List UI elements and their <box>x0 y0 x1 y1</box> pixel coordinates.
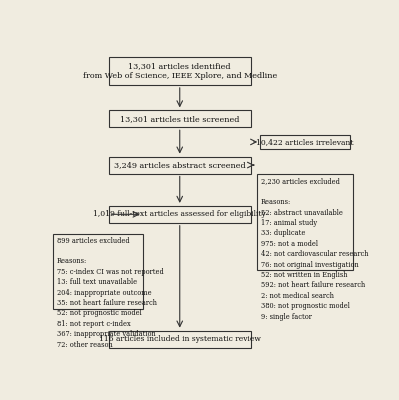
Text: 10,422 articles irrelevant: 10,422 articles irrelevant <box>256 138 354 146</box>
FancyBboxPatch shape <box>109 206 251 223</box>
FancyBboxPatch shape <box>109 57 251 85</box>
Text: 116 articles included in systematic review: 116 articles included in systematic revi… <box>99 335 261 343</box>
Text: 13,301 articles identified
from Web of Science, IEEE Xplore, and Medline: 13,301 articles identified from Web of S… <box>83 62 277 80</box>
Text: 3,249 articles abstract screened: 3,249 articles abstract screened <box>114 161 245 169</box>
FancyBboxPatch shape <box>109 156 251 174</box>
Text: 899 articles excluded

Reasons:
75: c-index CI was not reported
13: full text un: 899 articles excluded Reasons: 75: c-ind… <box>57 237 164 349</box>
FancyBboxPatch shape <box>257 174 353 270</box>
Text: 1,019 full-text articles assessed for eligibility: 1,019 full-text articles assessed for el… <box>93 210 266 218</box>
Text: 13,301 articles title screened: 13,301 articles title screened <box>120 115 239 123</box>
FancyBboxPatch shape <box>53 234 142 309</box>
FancyBboxPatch shape <box>109 110 251 127</box>
Text: 2,230 articles excluded

Reasons:
52: abstract unavailable
17: animal study
33: : 2,230 articles excluded Reasons: 52: abs… <box>261 177 368 320</box>
FancyBboxPatch shape <box>109 330 251 348</box>
FancyBboxPatch shape <box>260 134 350 149</box>
